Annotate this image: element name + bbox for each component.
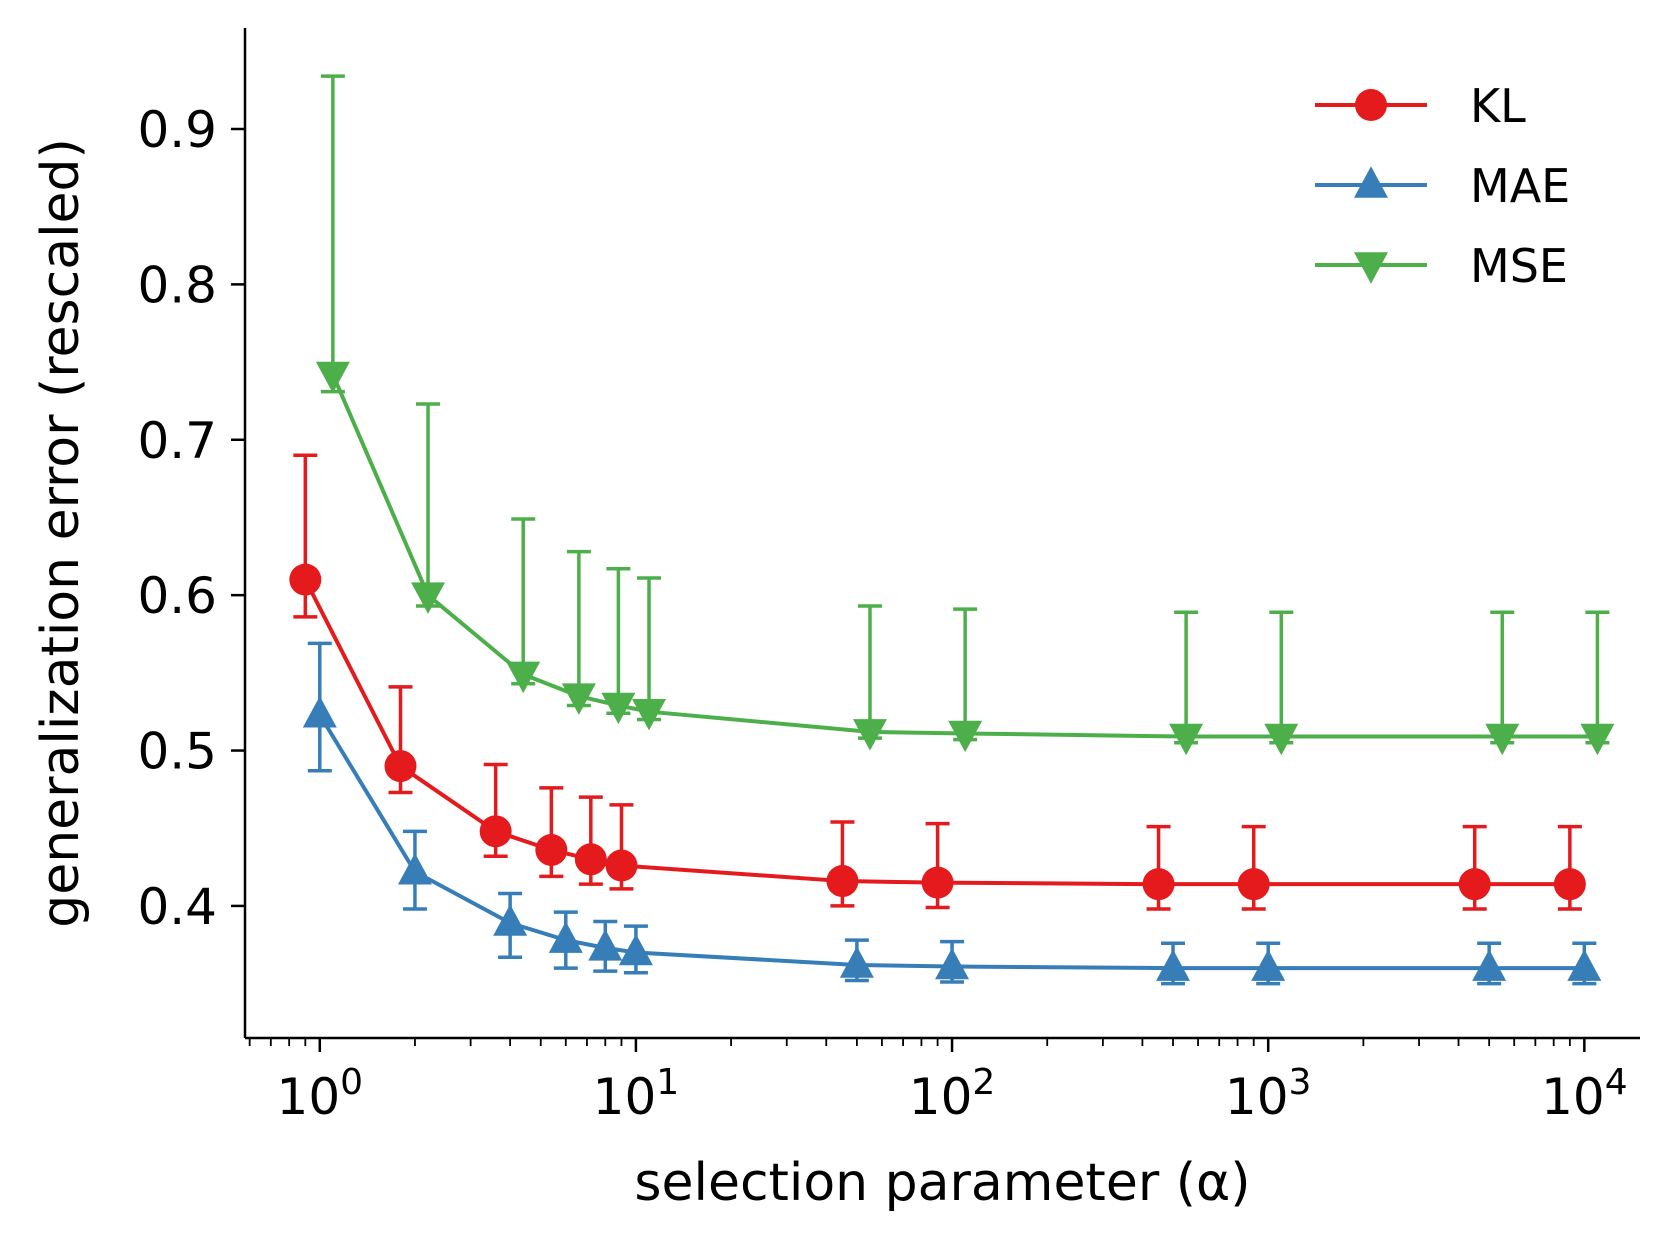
data-point [601,692,636,725]
y-tick-label: 0.6 [137,567,217,625]
data-point [1237,868,1270,901]
series-mae [302,641,1602,986]
series-line [303,578,1570,887]
data-point [1485,723,1520,756]
legend-marker [1355,89,1387,121]
data-point [839,946,874,978]
y-tick-label: 0.9 [137,101,217,159]
x-tick-label: 103 [1225,1062,1312,1126]
data-point [1264,723,1299,756]
error-bar [953,607,978,742]
plot-area [289,74,1615,986]
y-axis-title: generalization error (rescaled) [31,138,91,928]
data-point [1156,949,1191,981]
data-point [397,853,432,885]
y-tick-label: 0.4 [137,878,217,936]
data-point [852,719,887,751]
x-tick-label: 100 [277,1062,364,1126]
y-tick-label: 0.7 [137,412,217,470]
data-point [561,683,596,715]
error-bar [606,566,631,715]
y-tick-label: 0.5 [137,723,217,781]
legend-entry-mse: MSE [1315,239,1568,293]
data-point [1142,868,1175,901]
series-line [331,373,1598,739]
data-point [1251,949,1286,981]
data-point [548,921,583,953]
series-mse [315,74,1615,756]
error-bar [511,517,536,686]
data-point [315,361,350,394]
data-point [618,933,653,966]
data-point [826,865,859,898]
y-tick-label: 0.8 [137,256,217,314]
data-point [935,947,970,980]
data-point [1567,949,1602,981]
data-point [921,866,954,899]
error-bar [1174,610,1199,745]
data-point [384,750,417,783]
data-point [411,582,446,614]
legend-entry-kl: KL [1315,79,1526,133]
legend-marker [1354,252,1388,284]
data-point [1580,723,1615,756]
legend: KL MAE MSE [1315,79,1570,293]
error-bar [1269,610,1294,745]
legend-entry-mae: MAE [1315,159,1570,213]
x-tick-label: 102 [909,1062,996,1126]
legend-marker [1354,166,1388,198]
series-line [318,713,1585,971]
x-axis-title: selection parameter (α) [634,1153,1250,1213]
error-bar [320,74,345,394]
data-point [302,696,337,728]
x-ticks: 100 101 102 103 104 [248,1038,1628,1126]
legend-label: MAE [1470,159,1570,213]
legend-label: MSE [1470,239,1568,293]
data-point [605,849,638,882]
data-point [574,843,607,876]
error-bar [566,549,591,708]
data-point [1169,723,1204,756]
data-point [479,815,512,848]
data-point [588,929,623,961]
x-tick-label: 101 [593,1062,680,1126]
data-point [948,720,983,753]
data-point [1553,868,1586,901]
data-point [1472,949,1507,981]
y-ticks: 0.4 0.5 0.6 0.7 0.8 0.9 [137,101,245,936]
data-point [535,833,568,866]
error-bar [857,604,882,740]
data-point [632,698,667,731]
series-kl [289,453,1586,911]
data-point [506,661,541,694]
data-point [493,904,528,936]
data-point [1458,868,1491,901]
error-bar [637,576,662,722]
data-point [289,563,322,596]
axes: 100 101 102 103 104 0.4 0.5 0.6 0.7 0.8 0.9 selec… [31,28,1640,1213]
x-tick-label: 104 [1541,1062,1628,1126]
legend-label: KL [1470,79,1526,133]
error-bar [1490,610,1515,745]
error-bar [1585,610,1610,745]
